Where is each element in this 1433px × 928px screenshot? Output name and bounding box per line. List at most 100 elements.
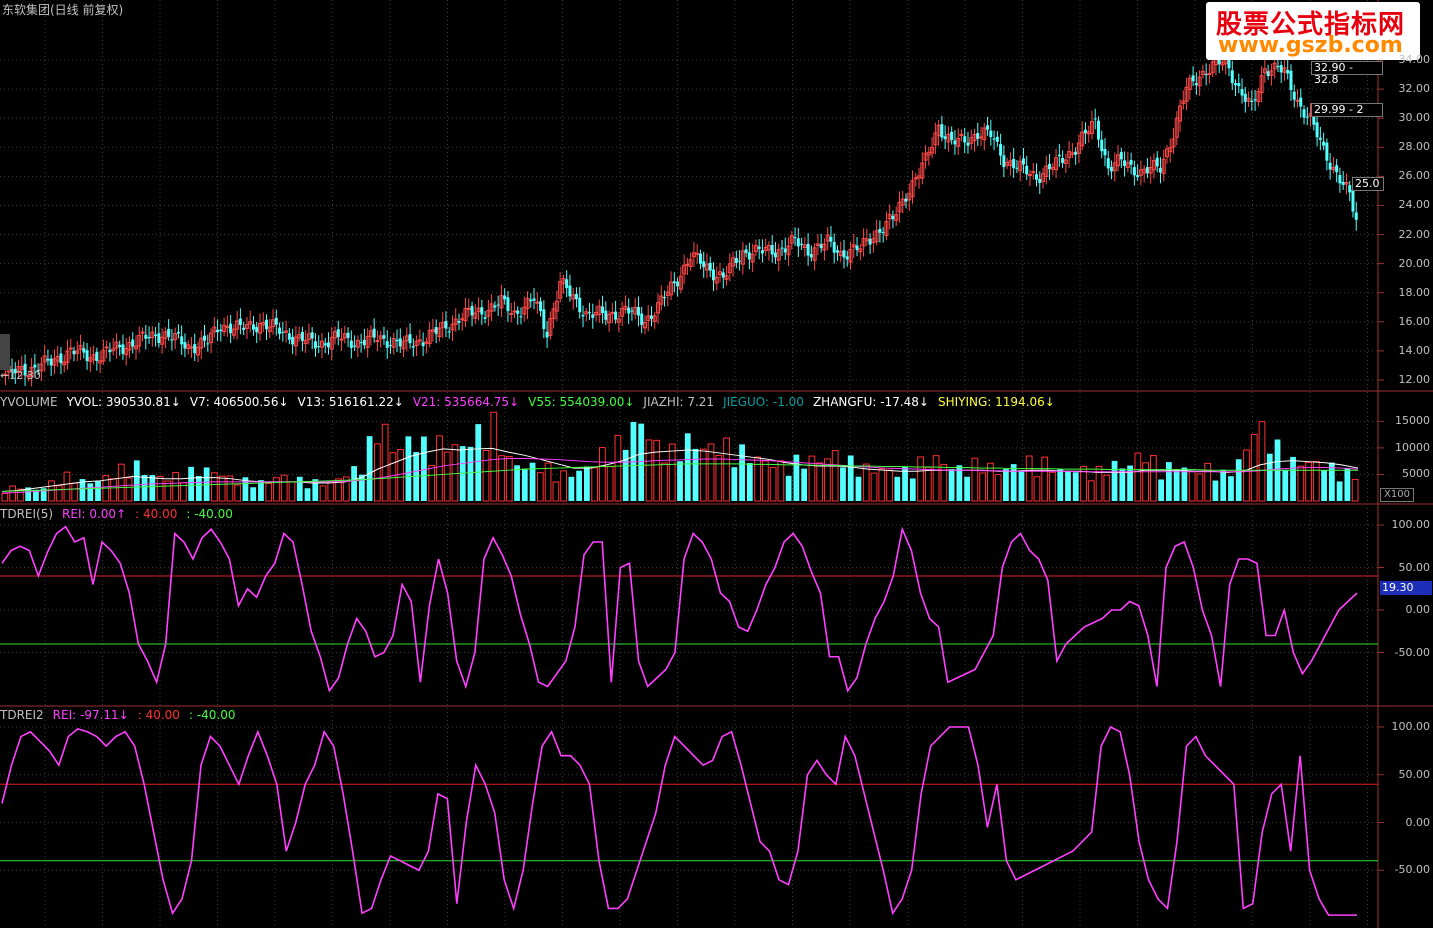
candle-body — [578, 297, 582, 313]
volume-bar — [9, 485, 17, 502]
candle-body — [835, 250, 839, 253]
candle-body — [551, 308, 556, 320]
volume-bar — [1134, 452, 1142, 502]
candle-body — [554, 300, 559, 312]
volume-bar — [436, 435, 443, 502]
candle-body — [385, 341, 389, 348]
volume-bar — [862, 463, 870, 502]
volume-bar — [964, 476, 970, 501]
candle-body — [976, 133, 980, 139]
volume-bars — [1, 411, 1359, 502]
candle-body — [75, 350, 80, 354]
candle-body — [1070, 152, 1075, 155]
volume-bar — [397, 449, 405, 502]
volume-bar — [17, 488, 24, 502]
candle-body — [1093, 118, 1097, 120]
candle-body — [1136, 174, 1140, 178]
volume-bar — [707, 443, 715, 502]
candle-body — [1207, 72, 1212, 75]
candle-body — [127, 342, 132, 351]
rei2-legend: TDREI2 REI: -97.11↓: 40.00: -40.00 — [0, 708, 245, 722]
candle-body — [404, 335, 409, 342]
volume-bar — [296, 476, 303, 501]
candle-body — [101, 349, 106, 362]
volume-bar — [1095, 465, 1103, 502]
candle-body — [1217, 55, 1221, 65]
candle-body — [542, 309, 546, 329]
candle-body — [891, 215, 895, 220]
candle-body — [355, 339, 360, 348]
candle-body — [336, 329, 340, 338]
candle-body — [940, 124, 944, 138]
rei2_panel.legend-item: TDREI2 — [0, 708, 44, 722]
candle-body — [999, 144, 1003, 156]
volume-bar — [218, 475, 226, 502]
candle-body — [235, 320, 240, 330]
price-tag-last: 25.0 — [1352, 177, 1384, 191]
price-axis-label: 34.00 — [1398, 53, 1431, 66]
candle-body — [362, 339, 366, 346]
candle-body — [216, 329, 220, 333]
volume-bar — [421, 436, 427, 501]
candle-body — [131, 339, 135, 347]
candle-body — [688, 259, 693, 267]
rei1-plot — [0, 525, 1378, 693]
candle-body — [1119, 152, 1123, 160]
candle-body — [333, 331, 338, 339]
candle-body — [55, 355, 60, 362]
low-price-marker: ←12.30 — [0, 369, 41, 382]
candle-body — [134, 345, 139, 350]
volume_panel.legend-item: V21: 535664.75↓ — [412, 395, 520, 409]
candle-body — [408, 334, 412, 344]
candle-body — [656, 302, 661, 314]
volume-bar — [55, 485, 63, 502]
candle-body — [1322, 141, 1326, 146]
volume-bar — [529, 462, 536, 501]
volume-scale-box[interactable]: X100 — [1380, 488, 1414, 502]
candle-body — [154, 334, 158, 337]
candle-body — [1331, 167, 1336, 171]
volume-bar — [33, 489, 39, 501]
volume-bar — [715, 454, 723, 502]
candle-body — [278, 327, 282, 334]
candle-body — [1286, 70, 1290, 74]
history-flag-icon[interactable] — [0, 334, 10, 370]
candle-body — [848, 249, 853, 263]
candle-body — [1266, 71, 1270, 76]
candle-body — [1197, 76, 1202, 87]
candle-body — [398, 338, 402, 347]
candle-body — [209, 332, 214, 344]
volume-bar — [133, 460, 140, 501]
volume-bar — [1243, 449, 1250, 502]
candle-body — [959, 133, 964, 137]
candle-body — [434, 327, 438, 334]
candle-body — [300, 331, 304, 341]
volume-bar — [87, 483, 94, 501]
candle-body — [1112, 162, 1117, 172]
candle-body — [1246, 97, 1251, 102]
candle-body — [548, 318, 553, 336]
candle-body — [319, 340, 324, 348]
candle-body — [714, 276, 719, 284]
candle-body — [359, 342, 363, 344]
volume-bar — [808, 455, 816, 502]
volume-bar — [971, 457, 979, 502]
candle-body — [1089, 120, 1094, 135]
candle-body — [287, 333, 291, 340]
volume-bar — [1220, 469, 1227, 501]
candle-body — [845, 256, 849, 260]
candle-body — [721, 272, 725, 278]
volume-bar — [886, 469, 893, 502]
volume-bar — [428, 464, 436, 502]
candle-body — [1021, 158, 1025, 165]
candle-body — [365, 335, 370, 348]
candle-body — [437, 327, 442, 338]
rei1_panel-axis-label: 50.00 — [1398, 560, 1431, 574]
candle-body — [1262, 68, 1267, 74]
volume-bar — [793, 454, 800, 501]
candle-body — [708, 262, 712, 271]
candle-body — [33, 364, 37, 368]
candle-body — [303, 339, 308, 345]
candle-body — [257, 322, 262, 334]
candle-body — [627, 307, 631, 314]
